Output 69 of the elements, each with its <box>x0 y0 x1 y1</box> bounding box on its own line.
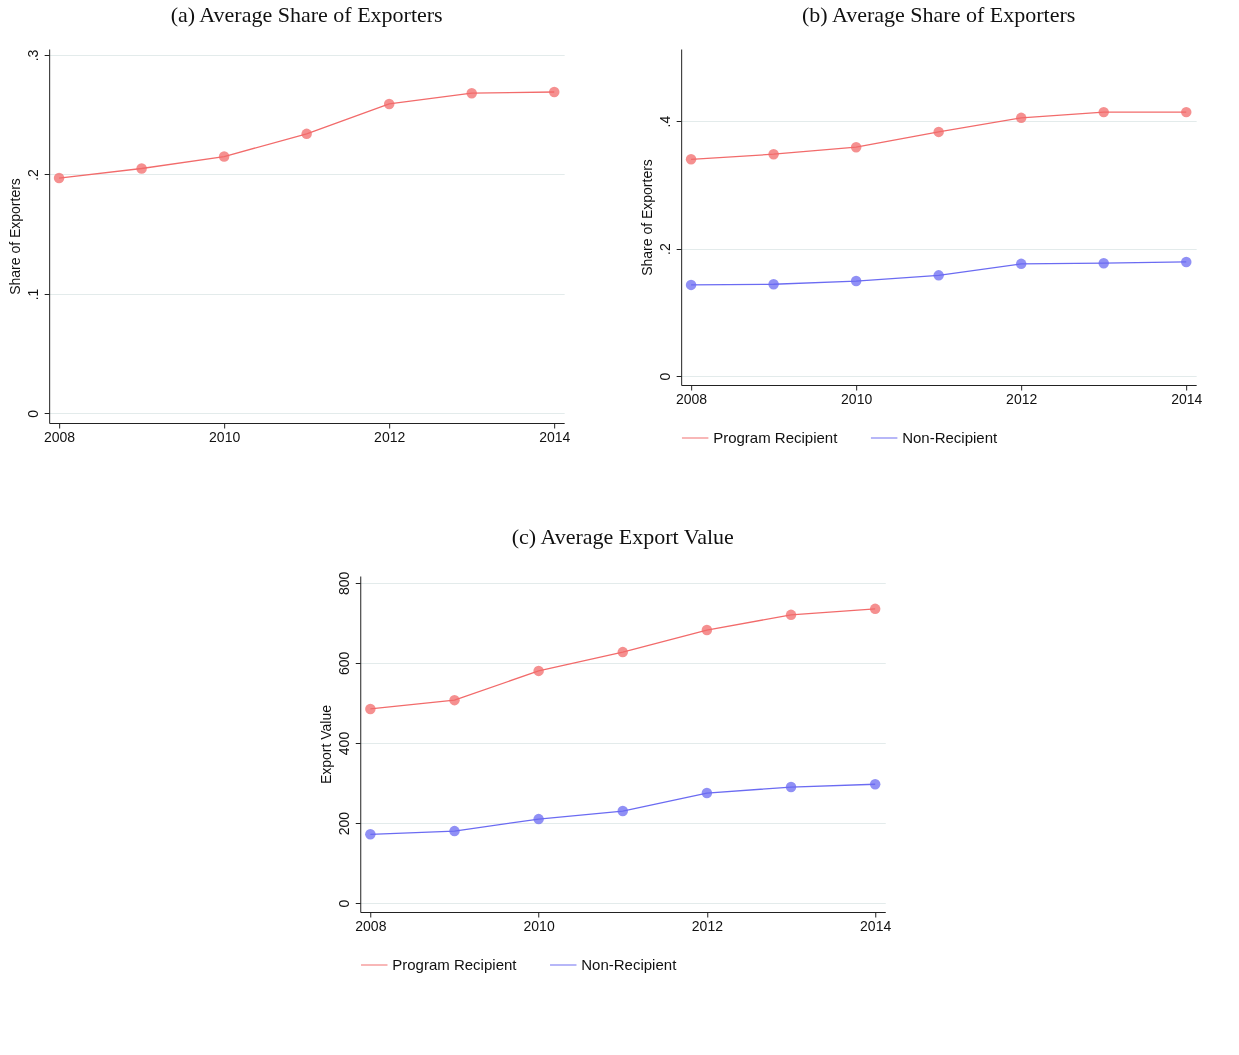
point <box>466 87 477 99</box>
y-tick-label: 200 <box>335 811 352 836</box>
chart-title: (b) Average Share of Exporters <box>802 2 1076 27</box>
point <box>685 279 697 291</box>
point <box>1181 106 1192 118</box>
x-tick-label: 2008 <box>675 390 708 407</box>
x-tick-label: 2012 <box>374 428 406 445</box>
legend-label: Program Recipient <box>392 956 518 973</box>
point <box>301 128 312 140</box>
point <box>365 829 376 840</box>
point <box>785 609 797 621</box>
x-tick-label: 2012 <box>691 917 724 934</box>
point <box>933 270 944 281</box>
y-tick-label: 600 <box>335 651 352 676</box>
point <box>533 813 544 825</box>
y-tick-label: 0 <box>656 372 673 381</box>
y-axis-title: Share of Exporters <box>638 159 655 276</box>
point <box>1015 258 1027 270</box>
point <box>869 779 881 790</box>
y-tick-label: .1 <box>24 288 41 301</box>
y-tick-label: .4 <box>656 115 673 128</box>
legend-label: Non-Recipient <box>581 956 678 973</box>
point <box>768 279 779 290</box>
point <box>850 275 862 287</box>
point <box>1098 106 1109 118</box>
y-tick-label: .2 <box>656 243 673 255</box>
x-tick-label: 2008 <box>355 917 387 934</box>
point <box>785 781 797 793</box>
point <box>136 163 147 174</box>
point <box>701 624 713 636</box>
x-tick-label: 2014 <box>1171 390 1203 407</box>
point <box>617 805 629 817</box>
point <box>701 787 713 799</box>
point <box>850 141 862 153</box>
point <box>617 646 629 658</box>
y-tick-label: 0 <box>24 409 41 418</box>
legend-label: Non-Recipient <box>902 429 999 446</box>
point <box>933 126 944 138</box>
y-tick-label: .2 <box>24 168 41 181</box>
y-axis-title: Export Value <box>317 704 334 785</box>
x-tick-label: 2010 <box>209 428 241 445</box>
point <box>533 665 544 677</box>
point <box>549 86 560 98</box>
point <box>218 151 230 162</box>
y-tick-label: 0 <box>335 899 352 908</box>
x-tick-label: 2010 <box>523 917 555 934</box>
chart-title: (a) Average Share of Exporters <box>170 2 443 27</box>
x-tick-label: 2012 <box>1006 390 1038 407</box>
point <box>768 148 779 160</box>
point <box>365 703 376 715</box>
point <box>449 825 460 837</box>
point <box>869 603 881 615</box>
point <box>53 172 65 184</box>
x-tick-label: 2014 <box>539 428 571 445</box>
point <box>1015 112 1027 124</box>
x-tick-label: 2010 <box>841 390 873 407</box>
y-tick-label: .3 <box>24 49 41 62</box>
legend-label: Program Recipient <box>713 429 839 446</box>
y-tick-label: 800 <box>335 571 352 595</box>
point <box>1181 256 1192 268</box>
y-axis-title: Share of Exporters <box>6 178 23 295</box>
point <box>383 98 395 110</box>
x-tick-label: 2014 <box>860 917 892 934</box>
point <box>685 154 697 165</box>
point <box>449 694 460 706</box>
y-tick-label: 400 <box>335 731 352 756</box>
x-tick-label: 2008 <box>43 428 76 445</box>
chart-title: (c) Average Export Value <box>511 524 734 550</box>
point <box>1098 257 1109 269</box>
